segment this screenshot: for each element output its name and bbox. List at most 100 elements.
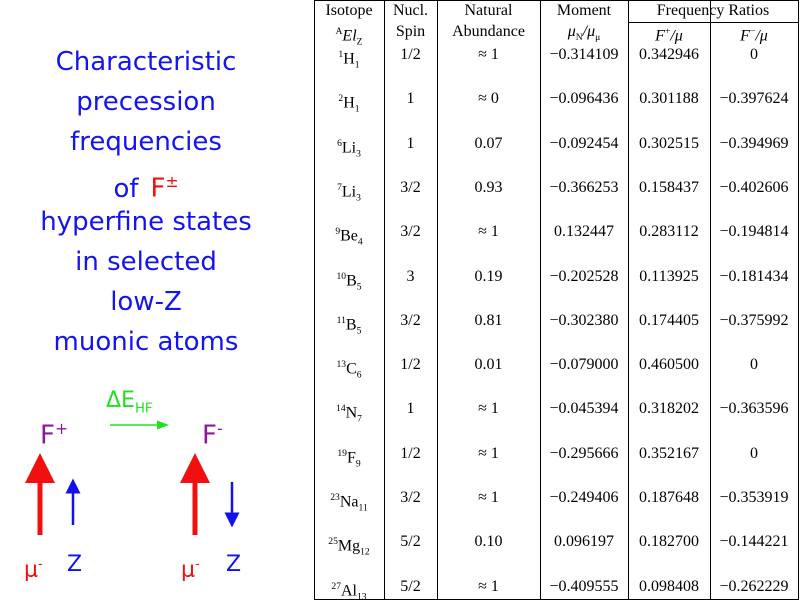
cell-text: 3/2 bbox=[400, 223, 421, 241]
cell-text: 0.460500 bbox=[639, 356, 699, 374]
particle-sup: ± bbox=[165, 173, 179, 191]
table-cell: −0.409555 bbox=[540, 577, 628, 597]
header-cell: AElZ bbox=[314, 22, 384, 53]
mass-number: 10 bbox=[336, 270, 347, 282]
isotope-cell: 14N7 bbox=[314, 399, 384, 430]
cell-text: −0.366253 bbox=[549, 178, 619, 196]
cell-text: 0.174405 bbox=[639, 311, 699, 329]
cell-text: 0.01 bbox=[474, 356, 503, 374]
table-cell: −0.096436 bbox=[540, 89, 628, 109]
mass-number: 27 bbox=[331, 580, 341, 592]
table-cell: 0.10 bbox=[437, 532, 540, 552]
isotope-cell: 2H1 bbox=[314, 89, 384, 120]
table-cell: 0.096197 bbox=[540, 532, 628, 552]
cell-text: 3/2 bbox=[400, 311, 421, 329]
label: ΔE bbox=[106, 388, 135, 413]
cell-text: ≈ 0 bbox=[478, 90, 499, 108]
header-cell: μN/μμ bbox=[540, 22, 628, 48]
element: Li bbox=[341, 183, 357, 201]
table-cell: 0.352167 bbox=[628, 444, 710, 464]
nucleus-label: Z bbox=[226, 552, 242, 577]
isotope-cell: 25Mg12 bbox=[314, 532, 384, 563]
isotope-cell: 23Na11 bbox=[314, 488, 384, 519]
atomic-number: 11 bbox=[358, 502, 368, 514]
table-cell: 0.19 bbox=[437, 267, 540, 287]
table-cell: −0.397624 bbox=[710, 89, 798, 109]
isotope-cell: 27Al13 bbox=[314, 577, 384, 607]
cell-text: 0.113925 bbox=[639, 267, 699, 285]
table-cell: 0.158437 bbox=[628, 178, 710, 198]
table-cell: 0.113925 bbox=[628, 267, 710, 287]
isotope-cell: 19F9 bbox=[314, 444, 384, 475]
cell-text: −0.079000 bbox=[549, 356, 619, 374]
table-cell: 1 bbox=[384, 89, 437, 109]
table-cell: ≈ 1 bbox=[437, 399, 540, 419]
mass-number: 9 bbox=[335, 226, 341, 238]
title-line: hyperfine states bbox=[40, 207, 252, 237]
table-cell: 3/2 bbox=[384, 488, 437, 508]
isotope-cell: 1H1 bbox=[314, 45, 384, 76]
cell-text: −0.262229 bbox=[719, 577, 789, 595]
header-text: /μ bbox=[755, 27, 768, 45]
column-line bbox=[437, 0, 438, 600]
table-cell: 0.283112 bbox=[628, 222, 710, 242]
cell-text: 3/2 bbox=[400, 178, 421, 196]
label: μ bbox=[181, 557, 195, 583]
table-cell: 0 bbox=[710, 444, 798, 464]
column-line bbox=[314, 0, 315, 600]
table-cell: −0.363596 bbox=[710, 399, 798, 419]
cell-text: 0.93 bbox=[474, 178, 503, 196]
f-plus-label: F+ bbox=[40, 414, 68, 451]
table-cell: 0.07 bbox=[437, 134, 540, 154]
column-line bbox=[628, 0, 629, 600]
cell-text: −0.394969 bbox=[719, 134, 789, 152]
table-cell: 1/2 bbox=[384, 45, 437, 65]
header-cell: Spin bbox=[384, 22, 437, 42]
header-text: F bbox=[740, 27, 750, 45]
table-cell: 0.302515 bbox=[628, 134, 710, 154]
mass-number: 13 bbox=[336, 359, 347, 371]
cell-text: 1/2 bbox=[400, 46, 421, 63]
title-line: muonic atoms bbox=[53, 327, 239, 357]
header-text: Spin bbox=[395, 23, 426, 40]
atomic-number: 12 bbox=[360, 546, 370, 558]
cell-text: 0.81 bbox=[474, 311, 503, 329]
cell-text: 0.318202 bbox=[639, 400, 699, 418]
table-cell: 0.93 bbox=[437, 178, 540, 198]
table-cell: ≈ 1 bbox=[437, 444, 540, 464]
table-cell: 0 bbox=[710, 45, 798, 65]
cell-text: 0.342946 bbox=[639, 46, 699, 63]
row-line bbox=[314, 0, 799, 1]
isotope-cell: 7Li3 bbox=[314, 178, 384, 209]
mass-number: 25 bbox=[328, 536, 338, 548]
table-cell: 5/2 bbox=[384, 532, 437, 552]
cell-text: ≈ 1 bbox=[478, 577, 499, 595]
cell-text: −0.353919 bbox=[719, 489, 789, 506]
cell-text: 0.283112 bbox=[639, 223, 699, 241]
cell-text: −0.202528 bbox=[549, 267, 619, 285]
table-cell: 5/2 bbox=[384, 577, 437, 597]
cell-text: −0.363596 bbox=[719, 400, 789, 418]
header-text: El bbox=[342, 27, 357, 45]
element: Be bbox=[340, 227, 358, 245]
element: H bbox=[343, 94, 355, 112]
table-cell: 0.132447 bbox=[540, 222, 628, 242]
element: H bbox=[343, 50, 355, 68]
cell-text: −0.144221 bbox=[719, 533, 789, 551]
cell-text: 3/2 bbox=[400, 489, 421, 506]
mass-number: 7 bbox=[337, 181, 342, 193]
table: Isotope AElZ Nucl. Spin Natural Abundance Mome… bbox=[314, 0, 800, 602]
atomic-number: 13 bbox=[357, 591, 367, 603]
f-minus-label: F- bbox=[202, 414, 223, 451]
element: Mg bbox=[337, 537, 361, 555]
table-cell: −0.045394 bbox=[540, 399, 628, 419]
isotope-cell: 6Li3 bbox=[314, 134, 384, 165]
table-cell: 0.01 bbox=[437, 355, 540, 375]
title-line: frequencies bbox=[70, 127, 222, 157]
cell-text: 1 bbox=[406, 90, 415, 108]
header-text: /μ bbox=[582, 23, 596, 40]
header-cell: F+/μ bbox=[628, 22, 710, 46]
table-cell: −0.262229 bbox=[710, 577, 798, 597]
element: B bbox=[345, 316, 357, 334]
cell-text: 0.098408 bbox=[639, 577, 699, 595]
